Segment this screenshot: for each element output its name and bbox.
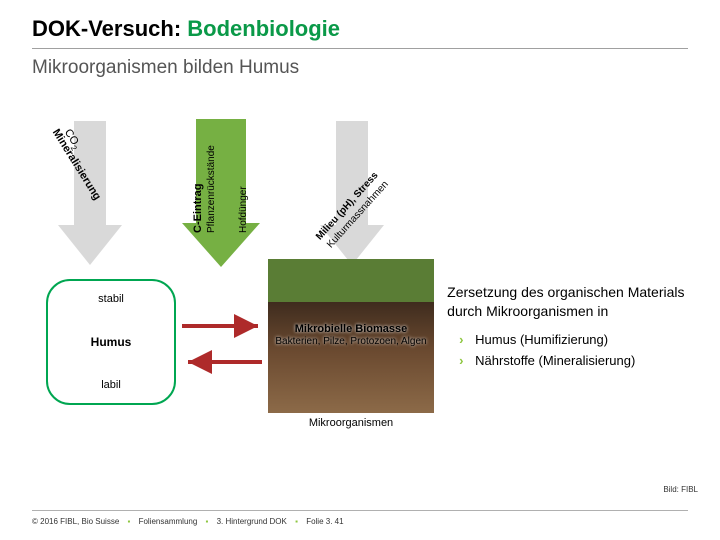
humus-top-label: stabil	[98, 293, 124, 305]
title-prefix: DOK-Versuch:	[32, 16, 187, 41]
biomass-box: Mikrobielle Biomasse Bakterien, Pilze, P…	[268, 259, 434, 413]
footer-separator-icon: ▪	[295, 517, 298, 526]
side-text-panel: Zersetzung des organischen Materials dur…	[443, 83, 688, 433]
footer-c: Folie 3. 41	[306, 517, 343, 526]
list-item: Nährstoffe (Mineralisierung)	[459, 352, 688, 370]
footer: © 2016 FIBL, Bio Suisse ▪ Foliensammlung…	[32, 510, 688, 526]
biomass-body: Bakterien, Pilze, Protozoen, Algen	[275, 336, 426, 349]
page-title: DOK-Versuch: Bodenbiologie	[32, 16, 688, 42]
c-input-label-b: Hofdünger	[238, 186, 249, 233]
microorganisms-caption: Mikroorganismen	[268, 417, 434, 429]
mineralisation-arrow-icon	[180, 349, 266, 375]
title-topic: Bodenbiologie	[187, 16, 340, 41]
subtitle: Mikroorganismen bilden Humus	[32, 57, 688, 79]
humus-mid-label: Humus	[91, 335, 132, 349]
footer-b: 3. Hintergrund DOK	[217, 517, 287, 526]
humus-box: stabil Humus labil	[46, 279, 176, 405]
humification-arrow-icon	[180, 313, 266, 339]
footer-a: Foliensammlung	[139, 517, 198, 526]
process-diagram: Mineralisierung CO2 C-Eintrag Pflanzenrü…	[32, 83, 443, 433]
footer-separator-icon: ▪	[206, 517, 209, 526]
bullet-list: Humus (Humifizierung) Nährstoffe (Minera…	[447, 331, 688, 370]
humus-bottom-label: labil	[101, 379, 121, 391]
image-credit: Bild: FIBL	[663, 485, 698, 494]
footer-separator-icon: ▪	[128, 517, 131, 526]
arrow-head-icon	[58, 225, 122, 265]
title-divider	[32, 48, 688, 49]
list-item: Humus (Humifizierung)	[459, 331, 688, 349]
side-heading: Zersetzung des organischen Materials dur…	[447, 283, 688, 321]
c-input-label-bold: C-Eintrag	[192, 184, 204, 234]
c-input-label-a: Pflanzenrückstände	[206, 145, 217, 233]
footer-copyright: © 2016 FIBL, Bio Suisse	[32, 517, 119, 526]
biomass-title: Mikrobielle Biomasse	[275, 323, 426, 336]
